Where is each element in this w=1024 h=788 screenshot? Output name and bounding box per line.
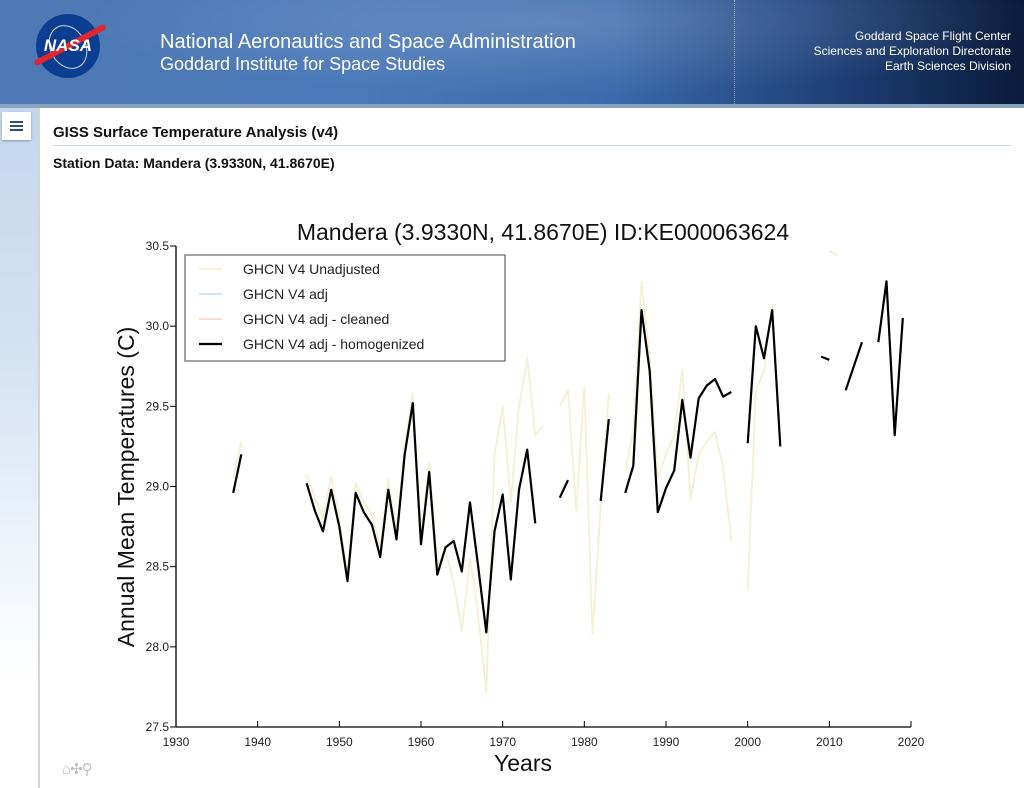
legend-label: GHCN V4 adj - homogenized (243, 336, 424, 352)
series-unadjusted-segment (558, 386, 610, 635)
y-tick-label: 28.5 (146, 560, 170, 574)
home-icon[interactable]: ⌂ (62, 761, 72, 778)
series-homogenized-segment (599, 419, 610, 502)
org-subtitle[interactable]: Goddard Institute for Space Studies (160, 54, 446, 74)
center-line-2[interactable]: Sciences and Exploration Directorate (813, 44, 1011, 58)
series-homogenized-segment (305, 402, 537, 634)
nasa-logo[interactable]: NASA (33, 14, 107, 78)
legend-label: GHCN V4 adj (243, 286, 328, 302)
y-tick-label: 29.0 (146, 480, 170, 494)
x-tick-label: 1990 (653, 735, 680, 749)
x-axis-label: Years (494, 750, 552, 776)
series-homogenized-segment (877, 280, 904, 437)
y-tick-label: 28.0 (146, 640, 170, 654)
series-homogenized-segment (746, 309, 782, 447)
banner-sheen (0, 0, 1024, 108)
org-title[interactable]: National Aeronautics and Space Administr… (160, 31, 576, 53)
x-tick-label: 1950 (326, 735, 353, 749)
x-tick-label: 1940 (244, 735, 271, 749)
legend-box (184, 254, 506, 362)
x-tick-label: 1930 (163, 735, 190, 749)
chart-title: Mandera (3.9330N, 41.8670E) ID:KE0000636… (297, 219, 789, 245)
series-layer (232, 250, 904, 693)
y-tick-label: 30.0 (146, 319, 170, 333)
y-tick-label: 27.5 (146, 720, 170, 734)
sidebar (0, 108, 40, 788)
station-title: Station Data: Mandera (3.9330N, 41.8670E… (53, 155, 335, 171)
page-title: GISS Surface Temperature Analysis (v4) (53, 124, 339, 141)
pan-icon[interactable]: ✣ (70, 761, 83, 778)
axes-layer: 1930 1940 1950 1960 1970 1980 1990 2000 2010 2020… (146, 239, 925, 749)
center-line-3[interactable]: Earth Sciences Division (884, 59, 1011, 73)
x-tick-label: 2020 (898, 735, 925, 749)
logo-text: NASA (43, 36, 93, 55)
menu-bar (10, 129, 23, 131)
x-tick-label: 1980 (571, 735, 598, 749)
legend: GHCN V4 Unadjusted GHCN V4 adj GHCN V4 adj… (184, 254, 506, 362)
plot-toolbar: ⌂✣⚲ (62, 760, 93, 778)
zoom-icon[interactable]: ⚲ (81, 761, 93, 778)
header-banner: NASA National Aeronautics and Space Admi… (0, 0, 1024, 108)
series-unadjusted-segment (828, 250, 838, 257)
series-unadjusted-segment (232, 441, 243, 479)
series-homogenized-segment (624, 309, 732, 514)
legend-label: GHCN V4 Unadjusted (243, 261, 380, 277)
banner-bottom-border (0, 104, 1024, 108)
series-unadjusted-segment (305, 357, 545, 693)
x-tick-label: 1960 (408, 735, 435, 749)
x-tick-label: 1970 (489, 735, 516, 749)
y-axis-label: Annual Mean Temperatures (C) (113, 327, 139, 647)
menu-bar (10, 121, 23, 123)
center-line-1[interactable]: Goddard Space Flight Center (854, 29, 1011, 43)
series-homogenized-segment (232, 454, 243, 494)
series-homogenized-segment (820, 355, 830, 361)
x-tick-label: 2000 (734, 735, 761, 749)
hamburger-menu-icon[interactable] (2, 112, 31, 140)
y-tick-label: 30.5 (146, 239, 170, 253)
center-info: Goddard Space Flight Center Sciences and… (814, 29, 1011, 74)
y-tick-label: 29.5 (146, 399, 170, 413)
series-homogenized-segment (558, 479, 569, 499)
legend-label: GHCN V4 adj - cleaned (243, 311, 389, 327)
series-homogenized-segment (844, 341, 864, 391)
banner-divider (734, 0, 736, 108)
x-tick-label: 2010 (816, 735, 843, 749)
series-unadjusted-segment (624, 280, 733, 542)
title-divider (53, 145, 1011, 146)
menu-bar (10, 125, 23, 127)
